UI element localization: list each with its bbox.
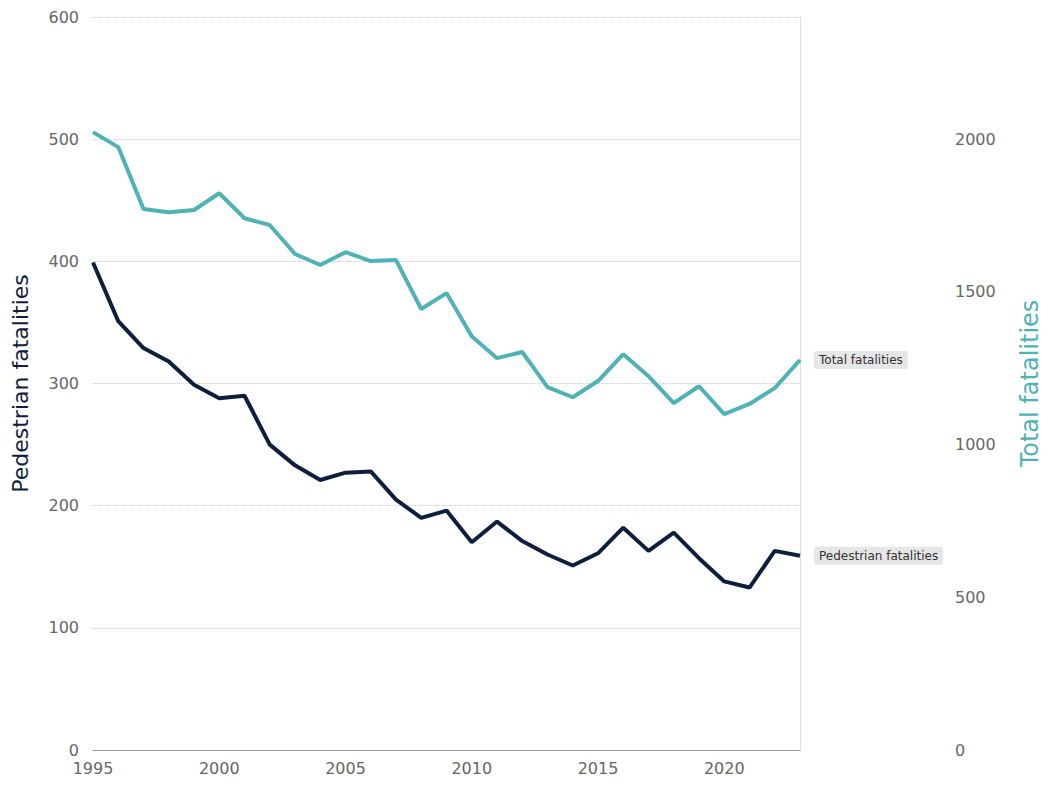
svg-text:200: 200 (48, 496, 79, 515)
svg-text:500: 500 (48, 130, 79, 149)
svg-text:1000: 1000 (955, 435, 996, 454)
svg-text:Pedestrian fatalities: Pedestrian fatalities (8, 274, 33, 492)
svg-text:Total fatalities: Total fatalities (1016, 300, 1044, 469)
svg-text:600: 600 (48, 8, 79, 27)
svg-text:500: 500 (955, 588, 986, 607)
svg-text:400: 400 (48, 252, 79, 271)
svg-text:2005: 2005 (325, 759, 366, 778)
svg-text:1995: 1995 (73, 759, 114, 778)
svg-text:2010: 2010 (451, 759, 492, 778)
svg-text:2020: 2020 (704, 759, 745, 778)
svg-text:2000: 2000 (199, 759, 240, 778)
svg-text:Pedestrian fatalities: Pedestrian fatalities (819, 549, 938, 563)
svg-text:100: 100 (48, 618, 79, 637)
svg-text:2000: 2000 (955, 130, 996, 149)
svg-text:Total fatalities: Total fatalities (818, 353, 903, 367)
svg-text:0: 0 (69, 741, 79, 760)
svg-text:1500: 1500 (955, 282, 996, 301)
svg-text:300: 300 (48, 374, 79, 393)
svg-text:2015: 2015 (578, 759, 619, 778)
svg-text:0: 0 (955, 741, 965, 760)
